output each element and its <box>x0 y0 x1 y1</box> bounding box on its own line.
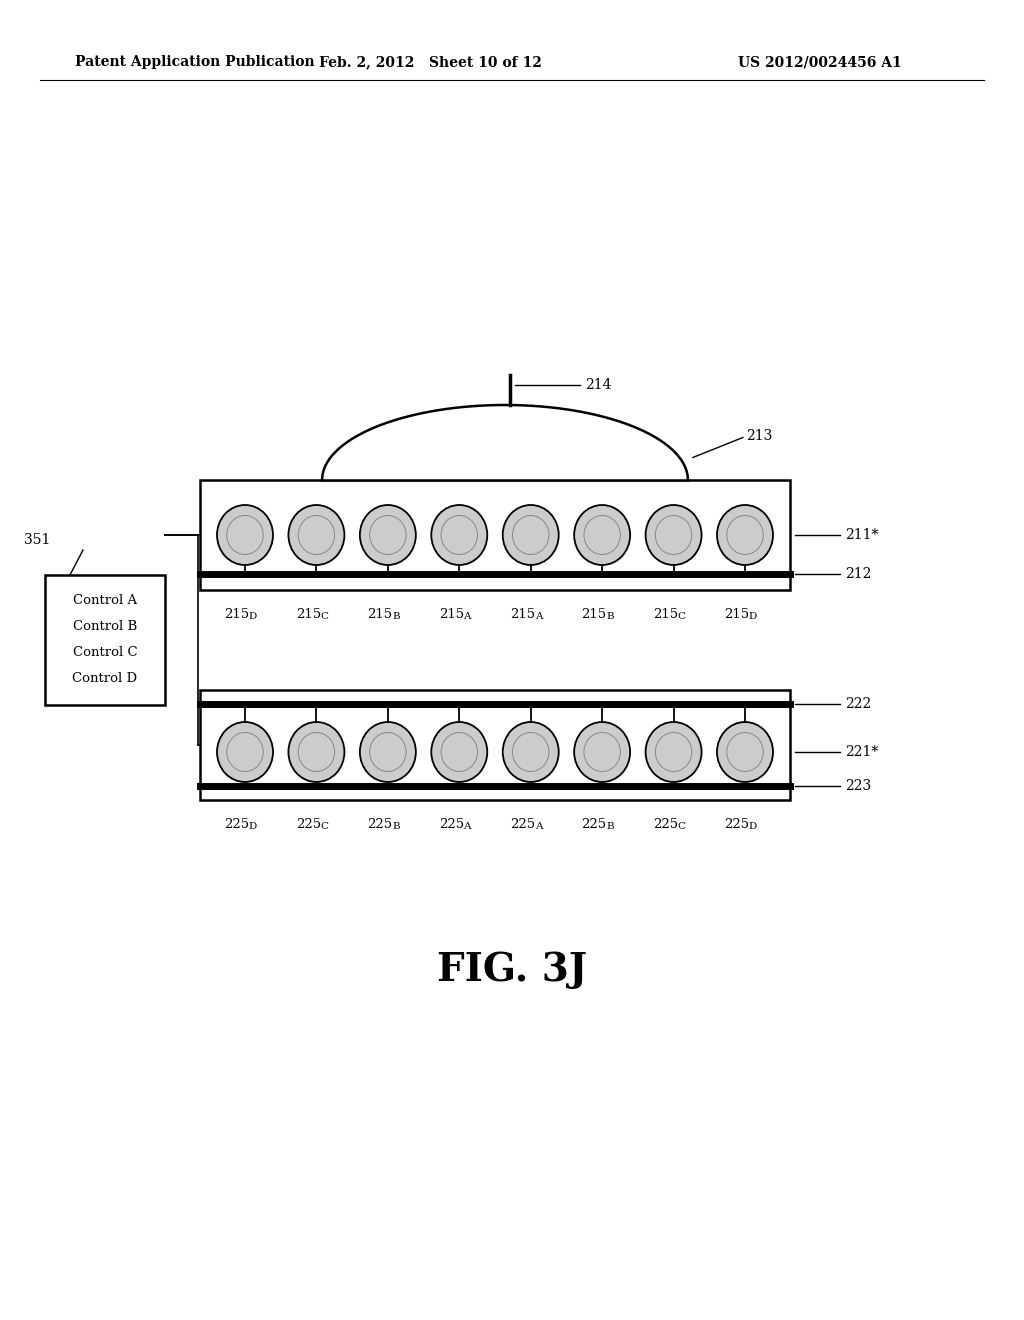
Text: 215: 215 <box>653 609 678 620</box>
Text: 215: 215 <box>510 609 536 620</box>
Text: C: C <box>678 822 686 832</box>
Text: A: A <box>535 612 543 620</box>
Text: Control A: Control A <box>73 594 137 607</box>
Ellipse shape <box>503 506 559 565</box>
Text: 215: 215 <box>224 609 250 620</box>
Ellipse shape <box>226 733 263 771</box>
Text: 215: 215 <box>582 609 606 620</box>
Ellipse shape <box>441 516 477 554</box>
Text: A: A <box>464 612 471 620</box>
Text: A: A <box>464 822 471 832</box>
Ellipse shape <box>513 733 549 771</box>
Text: B: B <box>606 822 614 832</box>
Ellipse shape <box>655 733 692 771</box>
Bar <box>200 690 790 800</box>
Text: 212: 212 <box>845 568 871 581</box>
Text: Control B: Control B <box>73 620 137 634</box>
Ellipse shape <box>217 722 273 781</box>
Ellipse shape <box>584 733 621 771</box>
Ellipse shape <box>717 506 773 565</box>
Text: D: D <box>249 822 257 832</box>
Text: 351: 351 <box>24 533 50 546</box>
Text: 211*: 211* <box>845 528 879 543</box>
Text: 223: 223 <box>845 779 871 793</box>
Ellipse shape <box>359 506 416 565</box>
Ellipse shape <box>645 722 701 781</box>
Text: Patent Application Publication: Patent Application Publication <box>75 55 314 69</box>
Ellipse shape <box>370 733 407 771</box>
Text: 225: 225 <box>368 818 392 832</box>
Text: 215: 215 <box>296 609 321 620</box>
Text: Feb. 2, 2012   Sheet 10 of 12: Feb. 2, 2012 Sheet 10 of 12 <box>318 55 542 69</box>
Text: B: B <box>606 612 614 620</box>
Ellipse shape <box>298 516 335 554</box>
Ellipse shape <box>574 506 630 565</box>
Text: 213: 213 <box>745 429 772 442</box>
Ellipse shape <box>513 516 549 554</box>
Ellipse shape <box>503 722 559 781</box>
Text: 225: 225 <box>510 818 536 832</box>
Ellipse shape <box>359 722 416 781</box>
Ellipse shape <box>717 722 773 781</box>
Text: 225: 225 <box>224 818 250 832</box>
Text: 225: 225 <box>582 818 606 832</box>
Text: 225: 225 <box>724 818 750 832</box>
Text: D: D <box>249 612 257 620</box>
Text: 215: 215 <box>438 609 464 620</box>
Text: 215: 215 <box>368 609 392 620</box>
Ellipse shape <box>289 722 344 781</box>
Bar <box>200 480 790 590</box>
Ellipse shape <box>226 516 263 554</box>
Ellipse shape <box>645 506 701 565</box>
Text: C: C <box>321 822 329 832</box>
Text: 221*: 221* <box>845 744 879 759</box>
Text: FIG. 3J: FIG. 3J <box>437 950 587 989</box>
Text: A: A <box>535 822 543 832</box>
Ellipse shape <box>431 506 487 565</box>
Text: 214: 214 <box>585 378 611 392</box>
Ellipse shape <box>298 733 335 771</box>
Text: 215: 215 <box>724 609 750 620</box>
Ellipse shape <box>217 506 273 565</box>
Text: 225: 225 <box>653 818 678 832</box>
Ellipse shape <box>655 516 692 554</box>
Ellipse shape <box>289 506 344 565</box>
Ellipse shape <box>727 516 763 554</box>
Ellipse shape <box>584 516 621 554</box>
Text: Control C: Control C <box>73 647 137 660</box>
Text: 225: 225 <box>296 818 321 832</box>
Bar <box>45 576 165 705</box>
Text: B: B <box>392 612 399 620</box>
Text: Control D: Control D <box>73 672 137 685</box>
Ellipse shape <box>431 722 487 781</box>
Text: 222: 222 <box>845 697 871 711</box>
Text: 225: 225 <box>438 818 464 832</box>
Ellipse shape <box>441 733 477 771</box>
Text: C: C <box>678 612 686 620</box>
Text: US 2012/0024456 A1: US 2012/0024456 A1 <box>738 55 902 69</box>
Ellipse shape <box>370 516 407 554</box>
Text: B: B <box>392 822 399 832</box>
Text: D: D <box>749 822 757 832</box>
Text: C: C <box>321 612 329 620</box>
Ellipse shape <box>727 733 763 771</box>
Text: D: D <box>749 612 757 620</box>
Ellipse shape <box>574 722 630 781</box>
